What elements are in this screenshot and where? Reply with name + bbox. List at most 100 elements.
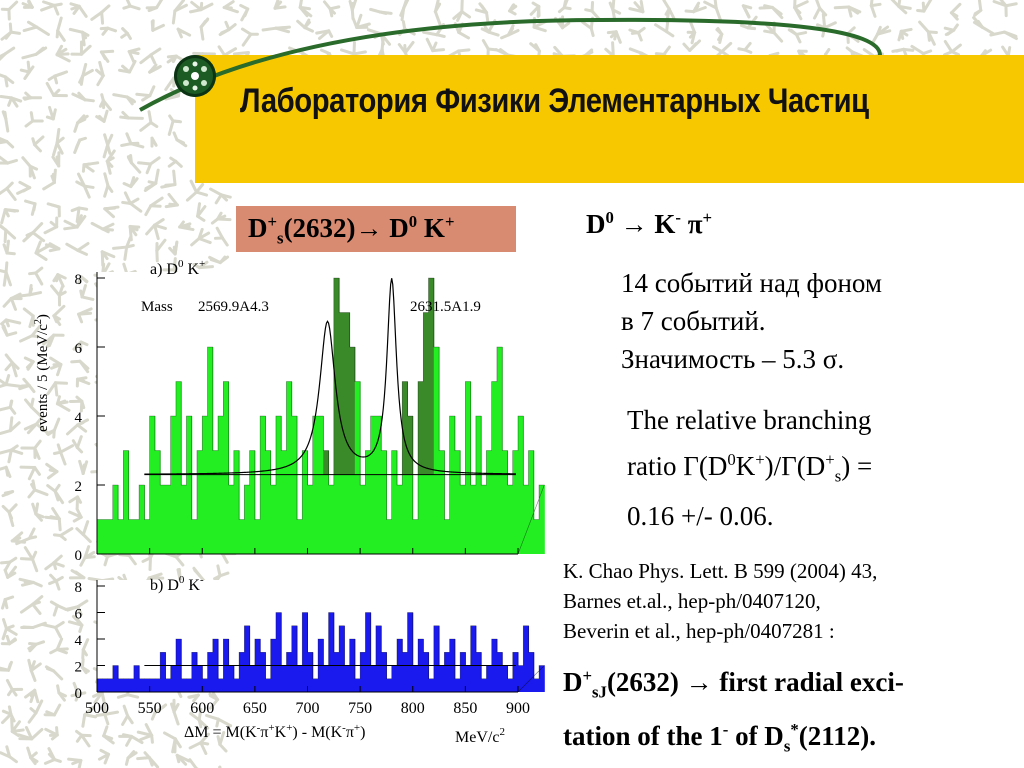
y-tick-label: 6 bbox=[75, 341, 83, 357]
histogram-bar bbox=[196, 450, 203, 554]
histogram-bar bbox=[433, 347, 440, 554]
histogram-bar bbox=[123, 450, 130, 554]
histogram-bar bbox=[349, 474, 356, 554]
histogram-bar bbox=[149, 416, 156, 554]
histogram-bar bbox=[523, 625, 530, 692]
histogram-bar bbox=[381, 450, 387, 554]
orbit-arc bbox=[139, 17, 882, 112]
y-tick-label: 8 bbox=[75, 580, 83, 596]
histogram-bar bbox=[275, 416, 282, 554]
histogram-bar bbox=[354, 381, 361, 554]
x-tick-label: 550 bbox=[138, 700, 162, 717]
branching-line-3: 0.16 +/- 0.06. bbox=[627, 501, 774, 532]
panel-a-label: a) D0 K+ bbox=[150, 258, 205, 278]
y-tick-label: 4 bbox=[75, 410, 83, 426]
histogram-bar bbox=[518, 416, 524, 554]
x-tick-label: 800 bbox=[401, 700, 425, 717]
histogram-bar bbox=[175, 381, 182, 554]
histogram-bar bbox=[533, 678, 540, 692]
histogram-bar bbox=[239, 652, 245, 692]
x-tick-label: 900 bbox=[506, 700, 530, 717]
histogram-bar bbox=[386, 519, 393, 554]
histogram-bar bbox=[460, 652, 466, 692]
histogram-bar bbox=[375, 625, 382, 692]
histogram-bar bbox=[465, 381, 472, 554]
histogram-bar bbox=[391, 665, 398, 692]
histogram-bar bbox=[407, 612, 414, 692]
histogram-bar bbox=[191, 519, 198, 554]
histogram-bar bbox=[118, 519, 124, 554]
histogram-bar bbox=[370, 665, 377, 692]
histogram-bar bbox=[502, 665, 508, 692]
histogram-bar bbox=[307, 485, 314, 554]
histogram-bar bbox=[107, 678, 114, 692]
histogram-peak-bar bbox=[407, 416, 414, 475]
histogram-bar bbox=[407, 474, 414, 554]
tb-sup2: 0 bbox=[408, 212, 418, 231]
histogram-bar bbox=[339, 474, 345, 554]
histogram-bar bbox=[196, 665, 203, 692]
histogram-bar bbox=[512, 450, 519, 554]
histogram-bar bbox=[360, 652, 366, 692]
histogram-bar bbox=[191, 652, 198, 692]
histogram-peak-bar bbox=[323, 450, 330, 475]
title-box bbox=[236, 206, 516, 252]
histogram-bar bbox=[339, 625, 345, 692]
histogram-bar bbox=[465, 665, 472, 692]
histogram-outline bbox=[96, 612, 546, 693]
mass-value-2: 2631.5A1.9 bbox=[410, 299, 481, 315]
tb-sub: s bbox=[277, 228, 284, 248]
branching-line-1: The relative branching bbox=[627, 405, 872, 435]
histogram-bar bbox=[118, 678, 124, 692]
references: K. Chao Phys. Lett. B 599 (2004) 43, Bar… bbox=[563, 556, 1024, 646]
histogram-bar bbox=[302, 612, 308, 692]
tb-rest2: K bbox=[417, 213, 445, 243]
histogram-bar bbox=[496, 652, 503, 692]
x-unit-label: MeV/c2 bbox=[455, 726, 505, 746]
histogram-bar bbox=[412, 519, 419, 554]
histogram-bar bbox=[186, 416, 193, 554]
histogram-bar bbox=[423, 474, 430, 554]
histogram-bar bbox=[281, 450, 287, 554]
histogram-bar bbox=[228, 485, 235, 554]
y-tick-label: 2 bbox=[75, 479, 83, 495]
histogram-bar bbox=[170, 416, 177, 554]
y-tick-label: 8 bbox=[75, 272, 83, 288]
histogram-bar bbox=[512, 652, 519, 692]
x-tick-label: 850 bbox=[453, 700, 477, 717]
histogram-bar bbox=[333, 652, 340, 692]
histogram-bar bbox=[481, 678, 487, 692]
histogram-bar bbox=[354, 678, 361, 692]
histogram-bar bbox=[128, 519, 135, 554]
histogram-bar bbox=[144, 519, 151, 554]
histogram-bar bbox=[428, 474, 435, 554]
histogram-peak-bar bbox=[349, 347, 356, 475]
histogram-bar bbox=[328, 612, 335, 692]
histogram-bar bbox=[449, 416, 456, 554]
histogram-peak-bar bbox=[344, 312, 351, 475]
histogram-bar bbox=[412, 665, 419, 692]
histogram-bar bbox=[302, 450, 308, 554]
histogram-bar bbox=[128, 678, 135, 692]
tb-sup: + bbox=[267, 212, 278, 231]
fit-curve bbox=[144, 278, 516, 475]
y-tick-label: 0 bbox=[75, 686, 83, 702]
histogram-bar bbox=[518, 665, 524, 692]
histogram-chart: 0 2 4 6 8 a) D0 K+ Mass 2569.9A4.3 2631.5A1.9 eve… bbox=[33, 258, 546, 746]
histogram-bar bbox=[402, 474, 408, 554]
title-box-text: D+s(2632)→ D0 K+ bbox=[248, 212, 454, 248]
y-tick-label: 6 bbox=[75, 607, 83, 623]
histogram-bar bbox=[244, 485, 251, 554]
histogram-bar bbox=[444, 652, 451, 692]
histogram-bar bbox=[375, 416, 382, 554]
histogram-bar bbox=[507, 485, 514, 554]
header-band bbox=[195, 55, 1024, 183]
reference-1: K. Chao Phys. Lett. B 599 (2004) 43, bbox=[563, 559, 878, 583]
histogram-bar bbox=[418, 474, 424, 554]
conclusion: D+sJ(2632) → first radial exci- tation o… bbox=[563, 657, 1023, 766]
histogram-bar bbox=[291, 625, 298, 692]
histogram-bar bbox=[344, 665, 351, 692]
histogram-bar bbox=[533, 519, 540, 554]
histogram-bar bbox=[470, 625, 477, 692]
histogram-bar bbox=[296, 519, 303, 554]
